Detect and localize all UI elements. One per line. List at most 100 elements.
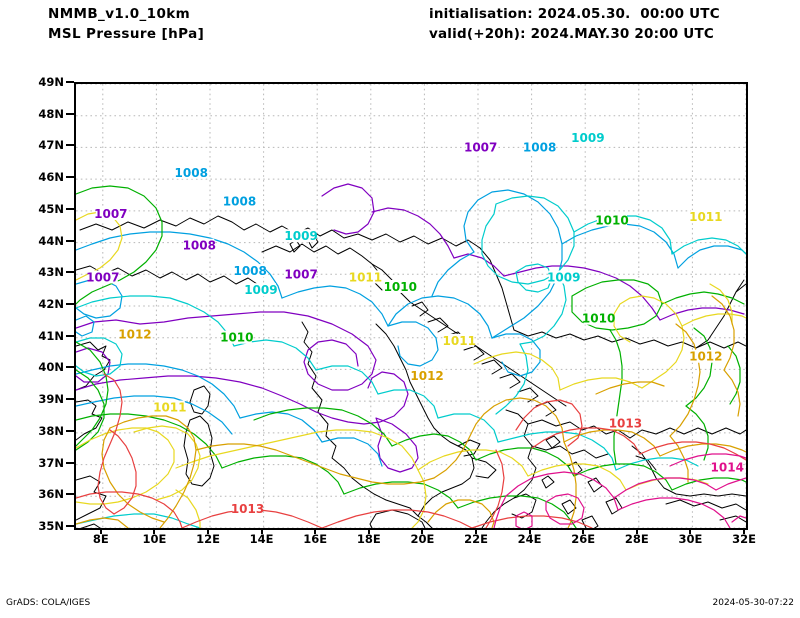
contour-label: 1009 — [547, 270, 580, 284]
x-axis-label: 8E — [92, 532, 109, 546]
contour-label: 1007 — [94, 207, 127, 221]
y-axis-label: 43N — [38, 265, 64, 280]
y-axis-tick — [66, 207, 74, 210]
y-axis-tick — [66, 366, 74, 369]
contour-label-backing — [95, 207, 126, 221]
x-axis-tick — [635, 526, 638, 534]
contour-label: 1008 — [233, 264, 266, 278]
initialisation-label: initialisation: 2024.05.30. 00:00 UTC — [429, 6, 720, 22]
contour-label-backing — [221, 330, 252, 344]
contour-label: 1009 — [244, 283, 277, 297]
y-axis-label: 47N — [38, 138, 64, 153]
y-axis-tick — [66, 493, 74, 496]
contour-label-backing — [176, 165, 207, 179]
contour-label-backing — [583, 311, 614, 325]
contour-label: 1012 — [689, 350, 722, 364]
y-axis-label: 44N — [38, 233, 64, 248]
contour-label: 1007 — [86, 270, 119, 284]
contour-1009 — [76, 195, 746, 528]
contour-label: 1008 — [523, 140, 556, 154]
contour-label-backing — [690, 349, 721, 363]
y-axis-label: 36N — [38, 487, 64, 502]
y-axis-label: 38N — [38, 423, 64, 438]
contour-label: 1009 — [284, 229, 317, 243]
x-axis-label: 18E — [356, 532, 381, 546]
y-axis-tick — [66, 239, 74, 242]
contour-label: 1007 — [284, 267, 317, 281]
x-axis-tick — [743, 526, 745, 534]
contour-label: 1009 — [571, 131, 604, 145]
x-axis-tick — [314, 526, 317, 534]
contour-label-backing — [465, 140, 496, 154]
y-axis-label: 42N — [38, 297, 64, 311]
contour-plot-frame: 1008 1008 1009 1008 1007 1007 1008 1009 1010 1011… — [74, 82, 748, 530]
y-axis-tick — [66, 112, 74, 115]
contour-1012 — [76, 295, 746, 528]
contour-label-backing — [412, 368, 443, 382]
x-axis-tick — [260, 526, 263, 534]
y-axis-tick — [66, 81, 74, 83]
y-axis-tick — [66, 334, 74, 337]
contour-label: 1011 — [153, 400, 186, 414]
contour-label: 1011 — [689, 210, 722, 224]
x-axis-label: 10E — [142, 532, 167, 546]
x-axis-label: 32E — [732, 532, 756, 546]
y-axis-label: 37N — [38, 455, 64, 470]
graticule-gridlines — [76, 84, 746, 528]
contour-label-backing — [548, 270, 579, 284]
contour-label: 1010 — [384, 280, 417, 294]
contour-label-backing — [690, 210, 721, 224]
contour-label-backing — [224, 194, 255, 208]
x-axis-label: 22E — [464, 532, 488, 546]
contour-1014 — [493, 453, 746, 528]
contour-label-backing — [232, 501, 263, 515]
render-timestamp: 2024-05-30-07:22 — [712, 598, 795, 608]
contour-label-backing — [444, 333, 475, 347]
contour-label: 1012 — [118, 328, 151, 342]
contour-label: 1014 — [711, 461, 744, 475]
x-axis-tick — [99, 526, 102, 534]
x-axis-label: 24E — [517, 532, 542, 546]
contour-1008 — [76, 189, 746, 467]
contour-label-backing — [245, 283, 276, 297]
x-axis-tick — [207, 526, 209, 534]
pressure-contour-lines — [76, 183, 746, 528]
field-name-label: MSL Pressure [hPa] — [48, 26, 205, 42]
contour-label-backing — [524, 140, 555, 154]
y-axis-label: 40N — [38, 360, 64, 375]
y-axis-tick — [66, 144, 74, 147]
x-axis-label: 28E — [624, 532, 649, 546]
y-axis-tick — [66, 429, 74, 432]
contour-label: 1011 — [443, 334, 476, 348]
y-axis-label: 35N — [38, 519, 64, 533]
x-axis-tick — [153, 526, 156, 534]
contour-plot-canvas: 1008 1008 1009 1008 1007 1007 1008 1009 1010 1011… — [76, 84, 746, 528]
x-axis-tick — [367, 526, 370, 534]
x-axis-label: 12E — [196, 532, 220, 546]
contour-label-backing — [286, 267, 317, 281]
x-axis-label: 20E — [410, 532, 435, 546]
contour-label-backing — [87, 270, 118, 284]
x-axis-label: 14E — [249, 532, 274, 546]
y-axis-tick — [66, 461, 74, 464]
x-axis-tick — [475, 526, 477, 534]
contour-label-backing — [286, 229, 317, 243]
y-axis-tick — [66, 176, 74, 179]
contour-label: 1010 — [595, 213, 628, 227]
contour-label: 1010 — [582, 312, 615, 326]
contour-label: 1013 — [609, 416, 642, 430]
y-axis-label: 41N — [38, 328, 64, 343]
x-axis-label: 30E — [678, 532, 703, 546]
contour-1007 — [76, 183, 745, 473]
contour-label: 1012 — [410, 369, 443, 383]
y-axis-tick — [66, 303, 74, 305]
x-axis-tick — [582, 526, 585, 534]
x-axis-label: 26E — [571, 532, 596, 546]
contour-label-backing — [712, 460, 743, 474]
contour-label-backing — [184, 238, 215, 252]
y-axis-label: 46N — [38, 170, 64, 185]
x-axis-tick — [528, 526, 531, 534]
